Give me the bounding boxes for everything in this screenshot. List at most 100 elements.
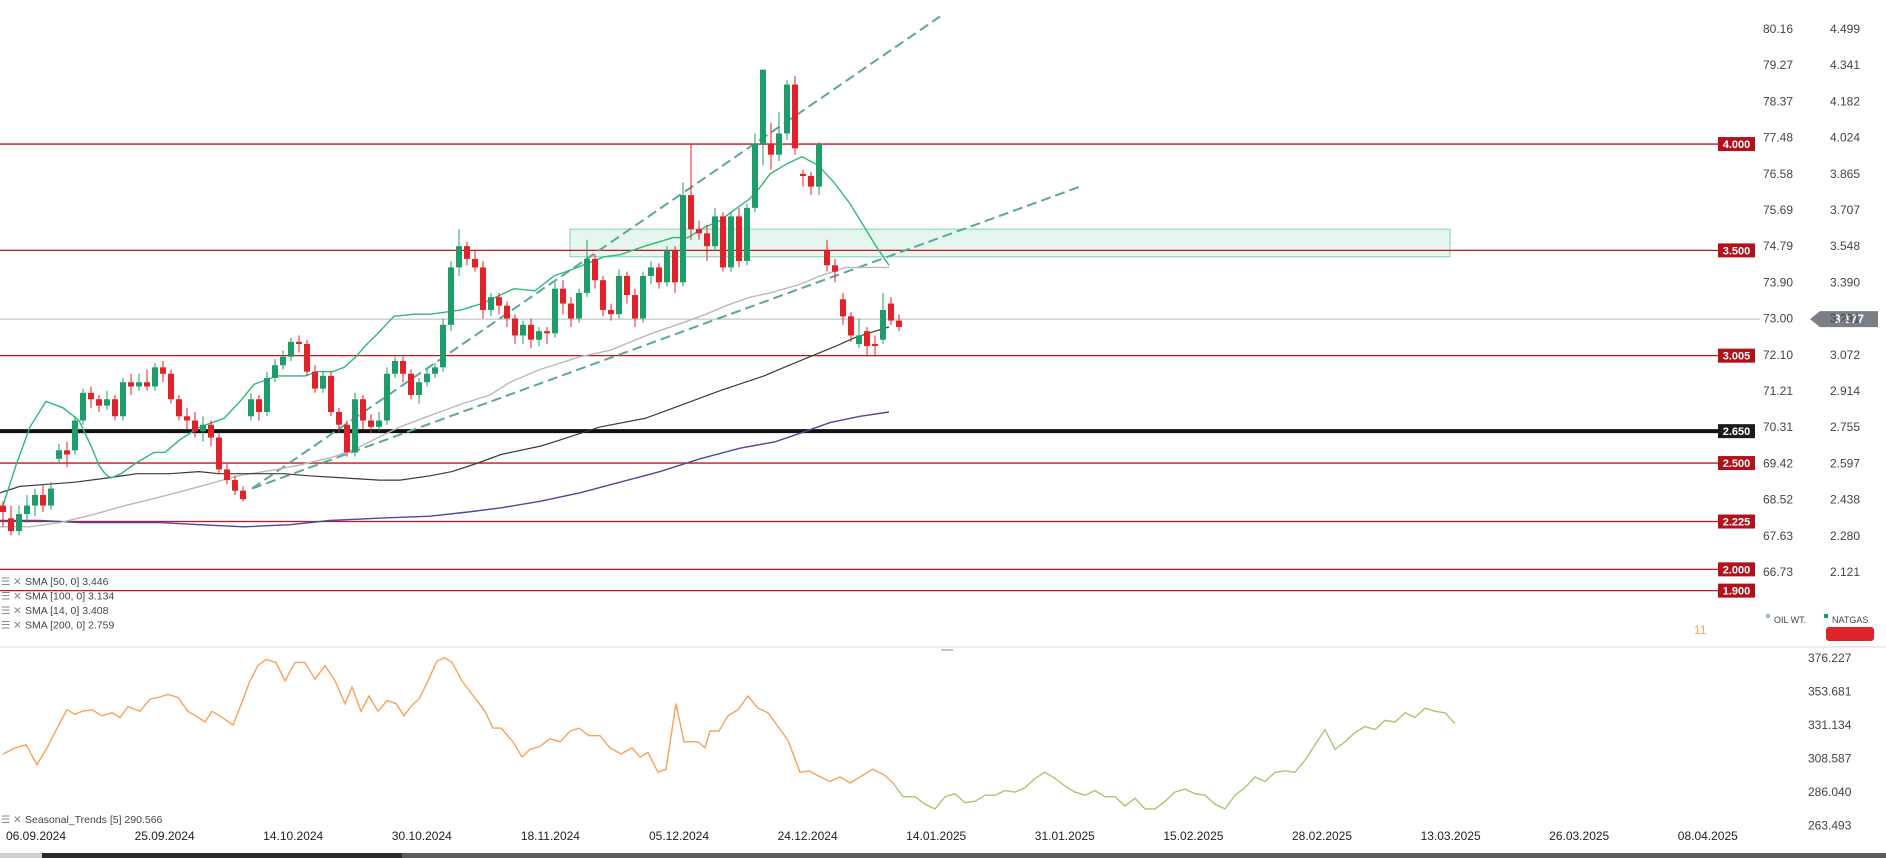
legend-menu-icon: ☰ [1, 576, 10, 588]
candle-down [800, 173, 806, 176]
y-right-tick: 4.182 [1830, 94, 1860, 108]
candle-up [880, 309, 886, 340]
candle-down [256, 399, 262, 413]
symbol-color-box[interactable] [1826, 627, 1874, 641]
y-left-tick: 77.48 [1763, 131, 1793, 145]
candle-down [496, 297, 502, 306]
y-left-tick: 67.63 [1763, 529, 1793, 543]
level-tag-3-005[interactable] [1718, 348, 1755, 363]
y-left-tick: 73.90 [1763, 275, 1793, 289]
axes: 4.000 3.500 3.005 2.650 2.500 2.225 2.000 1.900… [0, 22, 1886, 858]
level-tag-label: 3.005 [1723, 351, 1751, 363]
candle-down [768, 144, 774, 155]
candle-down [360, 399, 366, 421]
x-date-tick: 18.11.2024 [521, 829, 580, 843]
candle-down [704, 233, 710, 247]
y-left-tick: 73.00 [1763, 312, 1793, 326]
y-right-tick: 2.755 [1830, 420, 1860, 434]
x-date-tick: 14.01.2025 [906, 829, 966, 843]
y-left-tick: 78.37 [1763, 94, 1793, 108]
y-left-tick: 69.42 [1763, 456, 1793, 470]
candle-up [784, 84, 790, 134]
candle-down [592, 258, 598, 281]
legend-remove-icon: ✕ [13, 591, 22, 603]
series-marker-text: 11 [1694, 623, 1707, 637]
candle-up [104, 399, 110, 406]
candle-down [96, 399, 102, 406]
y-left-tick: 79.27 [1763, 58, 1793, 72]
legend-menu-icon: ☰ [1, 814, 10, 826]
bottom-scrollbar-range[interactable] [402, 853, 1886, 858]
sma-14-line [2, 156, 890, 506]
y-left-tick: 68.52 [1763, 493, 1793, 507]
candle-down [504, 305, 510, 319]
candle-down [864, 331, 870, 347]
candle-up [152, 367, 158, 387]
candle-up [280, 356, 286, 366]
candle-down [528, 324, 534, 340]
current-price-label: 3.177 [1834, 312, 1864, 326]
y-left-tick: 75.69 [1763, 203, 1793, 217]
y-right-tick: 2.280 [1830, 529, 1860, 543]
candle-down [480, 267, 486, 310]
level-tag-4-000[interactable] [1718, 137, 1755, 152]
candle-up [136, 382, 142, 387]
candle-down [88, 392, 94, 400]
x-date-tick: 05.12.2024 [649, 829, 709, 843]
indicator-legend[interactable]: ☰ ✕ SMA [50, 0] 3.446☰ ✕ SMA [100, 0] 3.134☰… [1, 576, 163, 826]
candle-up [272, 365, 278, 378]
candle-down [112, 399, 118, 417]
candle-up [32, 494, 38, 506]
level-tag-label: 2.000 [1723, 564, 1751, 576]
candle-up [576, 292, 582, 319]
candle-down [216, 437, 222, 470]
candle-up [432, 367, 438, 374]
symbol-label: OIL WT. [1774, 615, 1806, 625]
sub-y-tick: 331.134 [1808, 718, 1852, 732]
sma-50-line [0, 326, 890, 494]
symbol-color-dot [1824, 614, 1828, 618]
trend-channel-line-1 [251, 15, 941, 490]
candle-up [728, 216, 734, 268]
candle-down [656, 267, 662, 283]
sub-y-tick: 353.681 [1808, 685, 1852, 699]
candle-up [48, 488, 54, 506]
candle-up [352, 399, 358, 453]
current-price-tag [1810, 311, 1878, 328]
candle-down [144, 382, 150, 387]
y-left-tick: 71.21 [1763, 384, 1793, 398]
sma-200-line [0, 411, 890, 528]
level-tag-2-225[interactable] [1718, 514, 1755, 529]
candle-down [472, 258, 478, 268]
x-date-tick: 31.01.2025 [1035, 829, 1095, 843]
candle-up [536, 331, 542, 340]
candle-down [824, 250, 830, 266]
candle-down [840, 299, 846, 317]
level-tag-label: 4.000 [1723, 139, 1751, 151]
candle-up [384, 373, 390, 421]
candle-up [744, 207, 750, 262]
y-right-tick: 4.024 [1830, 131, 1860, 145]
candle-up [16, 514, 22, 532]
level-tag-2-000[interactable] [1718, 562, 1755, 577]
candle-down [64, 450, 70, 455]
candle-up [712, 216, 718, 247]
y-right-tick: 3.707 [1830, 203, 1860, 217]
candle-up [56, 450, 62, 459]
candle-down [632, 295, 638, 319]
level-tag-2-500[interactable] [1718, 456, 1755, 471]
candle-down [888, 303, 894, 321]
level-tag-1-900[interactable] [1718, 583, 1755, 598]
candle-down [608, 309, 614, 315]
candle-up [80, 392, 86, 421]
level-tag-3-500[interactable] [1718, 243, 1755, 258]
y-right-tick: 2.914 [1830, 384, 1860, 398]
bottom-scrollbar-thumb[interactable] [42, 853, 402, 858]
x-date-tick: 14.10.2024 [263, 829, 323, 843]
y-left-tick: 66.73 [1763, 565, 1793, 579]
legend-label: SMA [14, 0] 3.408 [25, 605, 109, 617]
y-right-tick: 3.231 [1830, 312, 1860, 326]
candle-up [760, 69, 766, 145]
level-tag-2-650[interactable] [1718, 424, 1755, 439]
level-tag-label: 2.500 [1723, 458, 1751, 470]
